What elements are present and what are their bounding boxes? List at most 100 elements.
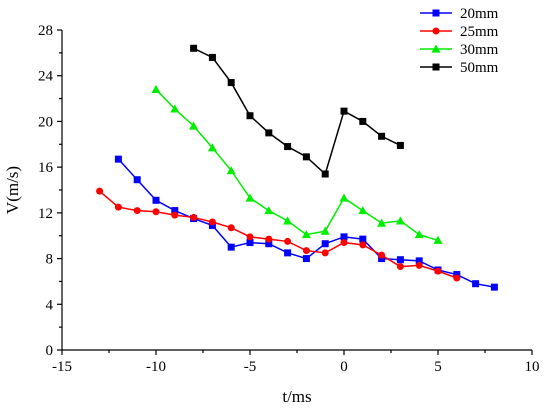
x-tick-label: 0	[340, 359, 348, 375]
series-30mm	[151, 84, 443, 244]
data-point	[171, 211, 179, 219]
series-line	[155, 88, 439, 242]
x-tick-label: -10	[146, 359, 166, 375]
data-point	[264, 206, 274, 215]
legend-label: 20mm	[460, 6, 499, 22]
y-tick-label: 4	[46, 297, 54, 313]
series-line	[193, 47, 401, 176]
y-axis-label: V(m/s)	[3, 166, 22, 214]
data-point	[453, 274, 461, 282]
x-tick-label: -5	[244, 359, 257, 375]
series-layer	[96, 44, 498, 291]
data-point	[171, 207, 179, 215]
data-point	[265, 240, 273, 248]
data-point	[395, 216, 405, 225]
data-point	[378, 132, 386, 140]
data-point	[359, 117, 367, 125]
y-tick-label: 28	[38, 23, 53, 39]
data-point	[472, 280, 480, 288]
y-tick-label: 0	[46, 343, 54, 359]
data-point	[415, 257, 423, 265]
legend-item: 30mm	[420, 42, 499, 58]
data-point	[302, 255, 310, 263]
y-tick-label: 8	[46, 252, 54, 268]
legend-label: 30mm	[460, 42, 499, 58]
legend-marker	[432, 27, 440, 35]
data-point	[340, 239, 348, 247]
data-point	[301, 230, 311, 239]
legend-label: 25mm	[460, 24, 499, 40]
data-point	[396, 141, 404, 149]
data-point	[226, 166, 236, 175]
data-point	[170, 104, 180, 113]
data-point	[396, 256, 404, 264]
legend-marker	[432, 63, 440, 71]
legend-marker	[431, 44, 441, 53]
x-tick-label: 10	[525, 359, 540, 375]
data-point	[265, 129, 273, 137]
data-point	[284, 237, 292, 245]
data-point	[133, 176, 141, 184]
series-25mm	[96, 187, 461, 282]
data-point	[302, 247, 310, 255]
data-point	[359, 241, 367, 249]
data-point	[190, 213, 198, 221]
data-point	[396, 263, 404, 271]
legend-marker	[432, 9, 440, 17]
axes: -15 -10 -5 0 5 10 0 4 8 12 16 20 24 28	[38, 23, 540, 375]
y-tick-label: 20	[38, 114, 53, 130]
data-point	[151, 84, 161, 94]
data-point	[340, 107, 348, 115]
data-point	[114, 203, 122, 211]
data-point	[490, 283, 498, 291]
data-point	[284, 143, 292, 151]
data-point	[321, 240, 329, 248]
data-point	[434, 267, 442, 275]
legend-label: 50mm	[460, 60, 499, 76]
data-point	[208, 218, 216, 226]
x-tick-label: -15	[52, 359, 72, 375]
data-point	[227, 243, 235, 251]
legend-item: 50mm	[420, 60, 499, 76]
x-tick-label: 5	[434, 359, 442, 375]
data-point	[320, 226, 330, 235]
data-point	[227, 224, 235, 232]
data-point	[190, 44, 198, 52]
data-point	[207, 143, 217, 152]
data-point	[302, 153, 310, 161]
data-point	[377, 218, 387, 227]
data-point	[358, 206, 368, 215]
data-point	[189, 121, 199, 130]
data-point	[227, 79, 235, 87]
data-point	[208, 53, 216, 61]
legend-item: 25mm	[420, 24, 499, 40]
data-point	[152, 208, 160, 216]
data-point	[245, 193, 255, 202]
data-point	[96, 187, 104, 195]
data-point	[284, 249, 292, 257]
data-point	[321, 249, 329, 257]
data-point	[133, 207, 141, 215]
data-point	[283, 216, 293, 225]
data-point	[415, 261, 423, 269]
data-point	[246, 239, 254, 247]
y-tick-label: 16	[38, 160, 54, 176]
y-tick-label: 24	[38, 69, 54, 85]
data-point	[114, 155, 122, 163]
legend: 20mm 25mm 30mm 50mm	[420, 6, 499, 76]
data-point	[414, 230, 424, 239]
series-50mm	[190, 44, 404, 178]
data-point	[339, 193, 349, 202]
data-point	[340, 233, 348, 241]
data-point	[321, 170, 329, 178]
data-point	[246, 112, 254, 120]
x-axis-label: t/ms	[282, 387, 311, 406]
series-20mm	[114, 155, 498, 291]
data-point	[246, 233, 254, 241]
legend-item: 20mm	[420, 6, 499, 22]
data-point	[265, 235, 273, 243]
data-point	[152, 196, 160, 204]
y-tick-label: 12	[38, 206, 53, 222]
data-point	[433, 235, 443, 244]
